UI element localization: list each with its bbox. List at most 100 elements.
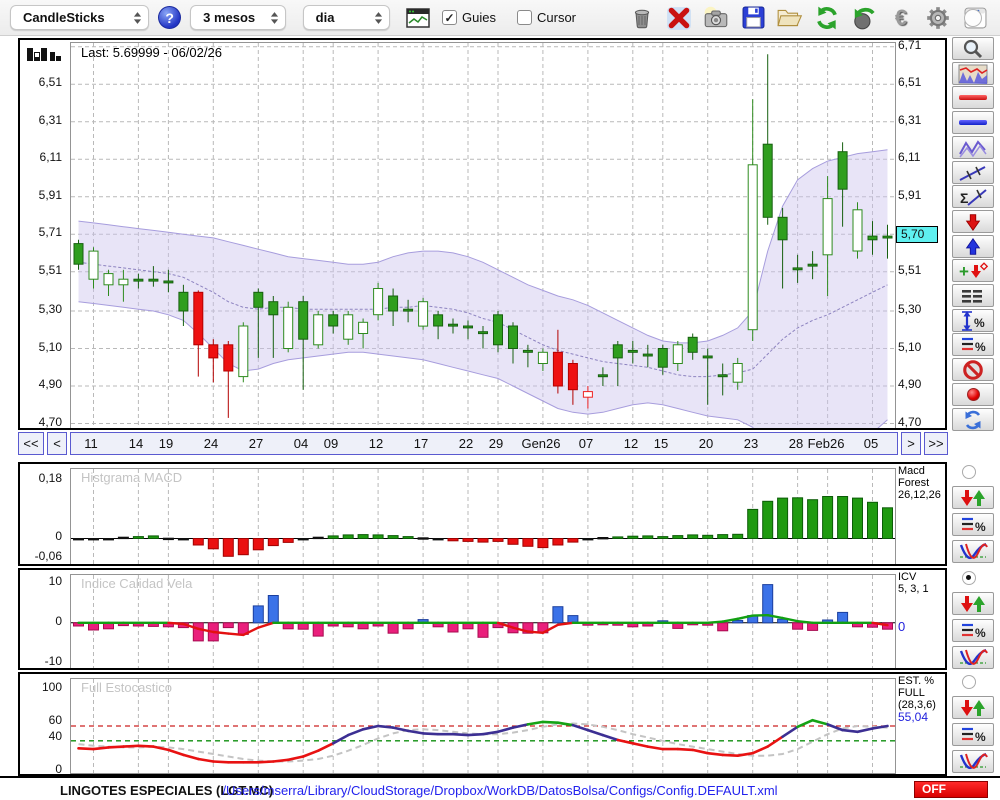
tool-disable-button[interactable] <box>952 358 994 381</box>
arrow-down-icon <box>960 212 986 232</box>
nav-prev-button[interactable]: < <box>47 432 67 455</box>
mini-chart-button[interactable] <box>403 4 433 32</box>
svg-text:+: + <box>959 262 969 281</box>
nav-next-button[interactable]: > <box>901 432 921 455</box>
tool-reload-button[interactable] <box>952 408 994 431</box>
sync-back-icon <box>851 5 877 31</box>
panel-current-value: 55,04 <box>898 711 947 723</box>
open-folder-button[interactable] <box>775 4 805 32</box>
toolbar-icon-strip: €17 <box>627 4 990 32</box>
tool-red-line-button[interactable] <box>952 86 994 109</box>
trash-button[interactable] <box>627 4 657 32</box>
off-toggle-button[interactable]: OFF <box>914 781 988 798</box>
y-axis-label: 4,70 <box>898 415 921 430</box>
help-glyph: ? <box>165 10 174 26</box>
icv-panel-radio[interactable] <box>962 571 976 585</box>
settings-button[interactable] <box>923 4 953 32</box>
cursor-checkbox[interactable]: Cursor <box>517 10 576 25</box>
tool-add-marker-button[interactable]: + <box>952 259 994 282</box>
svg-text:%: % <box>975 340 986 354</box>
icv-plot[interactable]: Indice Calidad Vela <box>70 574 896 670</box>
nav-first-button[interactable]: << <box>18 432 44 455</box>
tool-sum-trend-button[interactable]: Σ <box>952 185 994 208</box>
tool-arrow-down-button[interactable] <box>952 210 994 233</box>
icv-left-axis: 100-10 <box>20 570 66 668</box>
euro-button[interactable]: € <box>886 4 916 32</box>
chart-type-value: CandleSticks <box>23 10 105 25</box>
range-dropdown[interactable]: 3 mesos <box>190 5 286 30</box>
curve-icon <box>958 541 988 563</box>
indicator-panel-icon <box>958 64 988 84</box>
chart-type-dropdown[interactable]: CandleSticks <box>10 5 149 30</box>
refresh-button[interactable] <box>812 4 842 32</box>
y-axis-label: 5,51 <box>898 263 921 278</box>
x-axis-date-label: 27 <box>234 433 278 454</box>
icv-axis-label: 0 <box>55 614 62 629</box>
tool-record-button[interactable] <box>952 383 994 406</box>
tool-range-percent-button[interactable]: % <box>952 309 994 332</box>
y-axis-label: 5,51 <box>39 263 62 278</box>
help-button[interactable]: ? <box>158 6 181 29</box>
macd-plot[interactable]: Histgrama MACD <box>70 468 896 566</box>
tool-level-lines-button[interactable] <box>952 284 994 307</box>
svg-text:%: % <box>975 520 986 534</box>
y-axis-label: 5,91 <box>898 188 921 203</box>
x-axis-date-label: Gen26 <box>519 433 563 454</box>
x-axis-date-label: 07 <box>564 433 608 454</box>
macd-curve-button[interactable] <box>952 540 994 563</box>
guies-checkbox[interactable]: ✓ Guies <box>442 10 496 25</box>
icv-bars <box>71 585 895 641</box>
config-path-label: /Users/mserra/Library/CloudStorage/Dropb… <box>150 783 850 798</box>
sum-trend-icon: Σ <box>958 187 988 207</box>
main-plot[interactable]: Last: 5.69999 - 06/02/26 <box>70 42 896 430</box>
panel-param-line: EST. % <box>898 675 947 687</box>
red-line-icon <box>959 95 987 100</box>
disable-icon <box>962 359 984 381</box>
macd-panel-radio[interactable] <box>962 465 976 479</box>
date-axis-strip[interactable]: 1114192427040912172229Gen26071215202328F… <box>70 432 898 455</box>
tool-trend-segments-button[interactable] <box>952 161 994 184</box>
x-axis-date-label: 09 <box>309 433 353 454</box>
y-axis-label: 6,71 <box>898 38 921 53</box>
trend-segments-icon <box>958 163 988 183</box>
icv-arrows-button[interactable] <box>952 592 994 615</box>
snapshot-button[interactable] <box>701 4 731 32</box>
icv-axis-label: 10 <box>49 574 62 589</box>
nav-last-button[interactable]: >> <box>924 432 948 455</box>
settings-icon <box>925 5 951 31</box>
macd-arrows-button[interactable] <box>952 486 994 509</box>
stoch-percent-button[interactable]: % <box>952 723 994 746</box>
range-value: 3 mesos <box>203 10 255 25</box>
save-button[interactable] <box>738 4 768 32</box>
tool-arrow-up-button[interactable] <box>952 235 994 258</box>
stoch-panel-radio[interactable] <box>962 675 976 689</box>
interval-dropdown[interactable]: dia <box>303 5 391 30</box>
stoch-curve-button[interactable] <box>952 750 994 773</box>
tool-lines-percent-button[interactable]: % <box>952 333 994 356</box>
x-axis-date-label: Feb26 <box>804 433 848 454</box>
tool-zigzag-button[interactable] <box>952 136 994 159</box>
sync-back-button[interactable] <box>849 4 879 32</box>
delete-button[interactable] <box>664 4 694 32</box>
y-axis-label: 5,30 <box>898 302 921 317</box>
y-axis-label: 4,90 <box>898 377 921 392</box>
stoch-plot[interactable]: Full Estocastico <box>70 678 896 774</box>
icv-percent-button[interactable]: % <box>952 619 994 642</box>
panel-param-line: 26,12,26 <box>898 489 947 501</box>
icv-panel: 100-10 Indice Calidad Vela ICV5, 3, 10 <box>18 568 947 670</box>
stoch-arrows-button[interactable] <box>952 696 994 719</box>
macd-settings-label: MacdForest26,12,26 <box>898 465 947 501</box>
snapshot-icon <box>702 6 730 30</box>
tool-zoom-button[interactable] <box>952 37 994 60</box>
stochastic-panel: 10060400 Full Estocastico EST. %FULL(28,… <box>18 672 947 776</box>
lines-percent-icon: % <box>959 334 987 356</box>
tool-blue-line-button[interactable] <box>952 111 994 134</box>
panel-param-line: ICV <box>898 571 947 583</box>
icv-curve-button[interactable] <box>952 646 994 669</box>
tool-indicator-panel-button[interactable] <box>952 62 994 85</box>
toolbar-radio[interactable] <box>964 9 982 27</box>
macd-percent-button[interactable]: % <box>952 513 994 536</box>
y-axis-label: 5,30 <box>39 302 62 317</box>
macd-axis-label: 0 <box>55 529 62 544</box>
blue-line-icon <box>959 120 987 125</box>
